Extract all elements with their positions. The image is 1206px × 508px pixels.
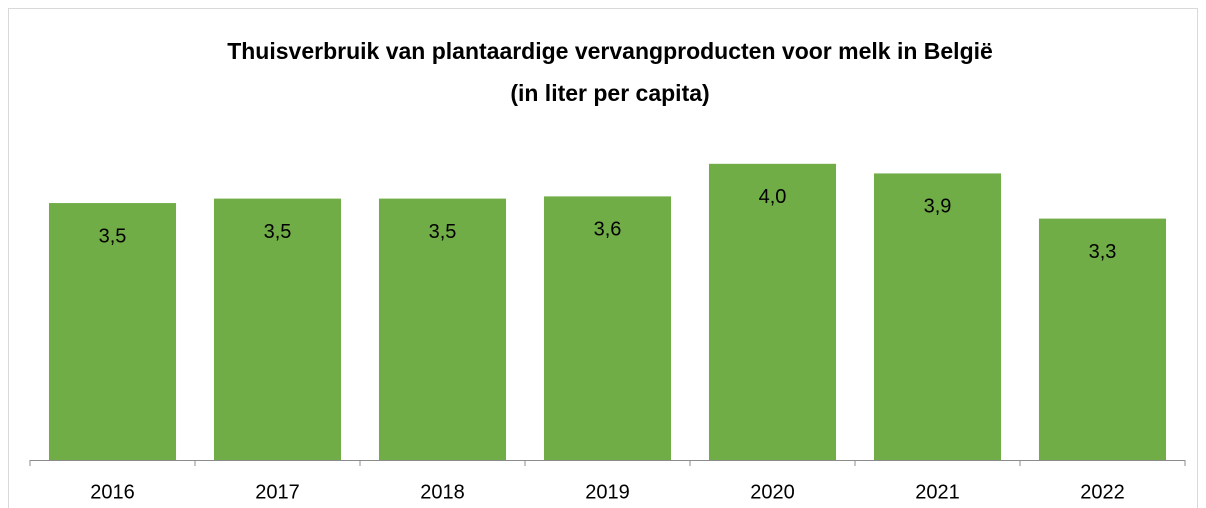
x-tick-label: 2021 <box>915 481 960 503</box>
data-label: 3,5 <box>99 225 127 247</box>
data-label: 3,5 <box>429 221 457 243</box>
bar <box>378 198 507 460</box>
data-label: 3,6 <box>594 219 622 241</box>
x-tick-label: 2022 <box>1080 481 1125 503</box>
data-label: 4,0 <box>759 186 787 208</box>
bar <box>543 196 672 460</box>
bar <box>873 173 1002 460</box>
x-tick-label: 2018 <box>420 481 465 503</box>
bar <box>708 163 837 461</box>
x-tick-label: 2016 <box>90 481 135 503</box>
x-tick-label: 2019 <box>585 481 630 503</box>
bar <box>48 203 177 461</box>
data-label: 3,3 <box>1089 241 1117 263</box>
chart-subtitle: (in liter per capita) <box>510 80 709 106</box>
chart-title: Thuisverbruik van plantaardige vervangpr… <box>227 38 993 64</box>
x-tick-label: 2020 <box>750 481 795 503</box>
x-tick-label: 2017 <box>255 481 300 503</box>
data-label: 3,5 <box>264 221 292 243</box>
bar <box>1038 218 1167 460</box>
bar <box>213 198 342 460</box>
data-label: 3,9 <box>924 196 952 218</box>
